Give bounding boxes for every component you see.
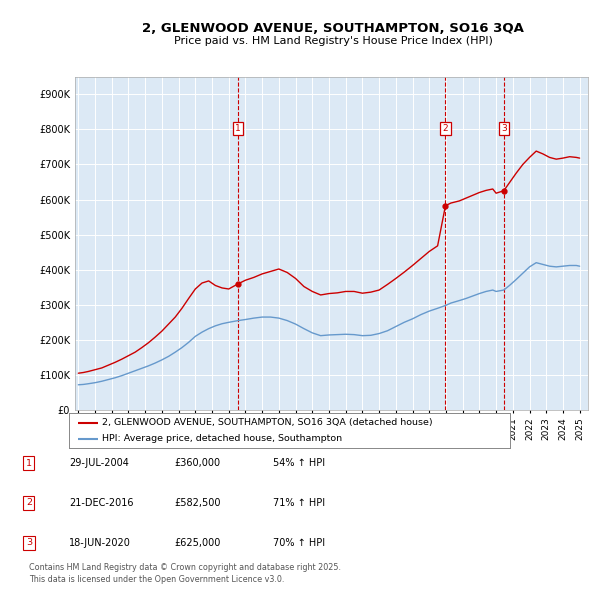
Text: £625,000: £625,000 [174, 538, 220, 548]
Text: 21-DEC-2016: 21-DEC-2016 [69, 498, 133, 507]
Text: 3: 3 [26, 538, 32, 548]
Text: HPI: Average price, detached house, Southampton: HPI: Average price, detached house, Sout… [102, 434, 342, 443]
Text: £360,000: £360,000 [174, 458, 220, 468]
Text: 1: 1 [235, 124, 241, 133]
Text: 2: 2 [26, 498, 32, 507]
Text: 2: 2 [443, 124, 448, 133]
Text: 70% ↑ HPI: 70% ↑ HPI [273, 538, 325, 548]
Text: 18-JUN-2020: 18-JUN-2020 [69, 538, 131, 548]
Text: 29-JUL-2004: 29-JUL-2004 [69, 458, 129, 468]
Text: Contains HM Land Registry data © Crown copyright and database right 2025.
This d: Contains HM Land Registry data © Crown c… [29, 563, 341, 584]
Text: 1: 1 [26, 458, 32, 468]
Text: Price paid vs. HM Land Registry's House Price Index (HPI): Price paid vs. HM Land Registry's House … [173, 37, 493, 46]
Text: 2, GLENWOOD AVENUE, SOUTHAMPTON, SO16 3QA (detached house): 2, GLENWOOD AVENUE, SOUTHAMPTON, SO16 3Q… [102, 418, 433, 427]
Text: 3: 3 [501, 124, 506, 133]
Text: 54% ↑ HPI: 54% ↑ HPI [273, 458, 325, 468]
Text: £582,500: £582,500 [174, 498, 221, 507]
Text: 2, GLENWOOD AVENUE, SOUTHAMPTON, SO16 3QA: 2, GLENWOOD AVENUE, SOUTHAMPTON, SO16 3Q… [142, 22, 524, 35]
Text: 71% ↑ HPI: 71% ↑ HPI [273, 498, 325, 507]
